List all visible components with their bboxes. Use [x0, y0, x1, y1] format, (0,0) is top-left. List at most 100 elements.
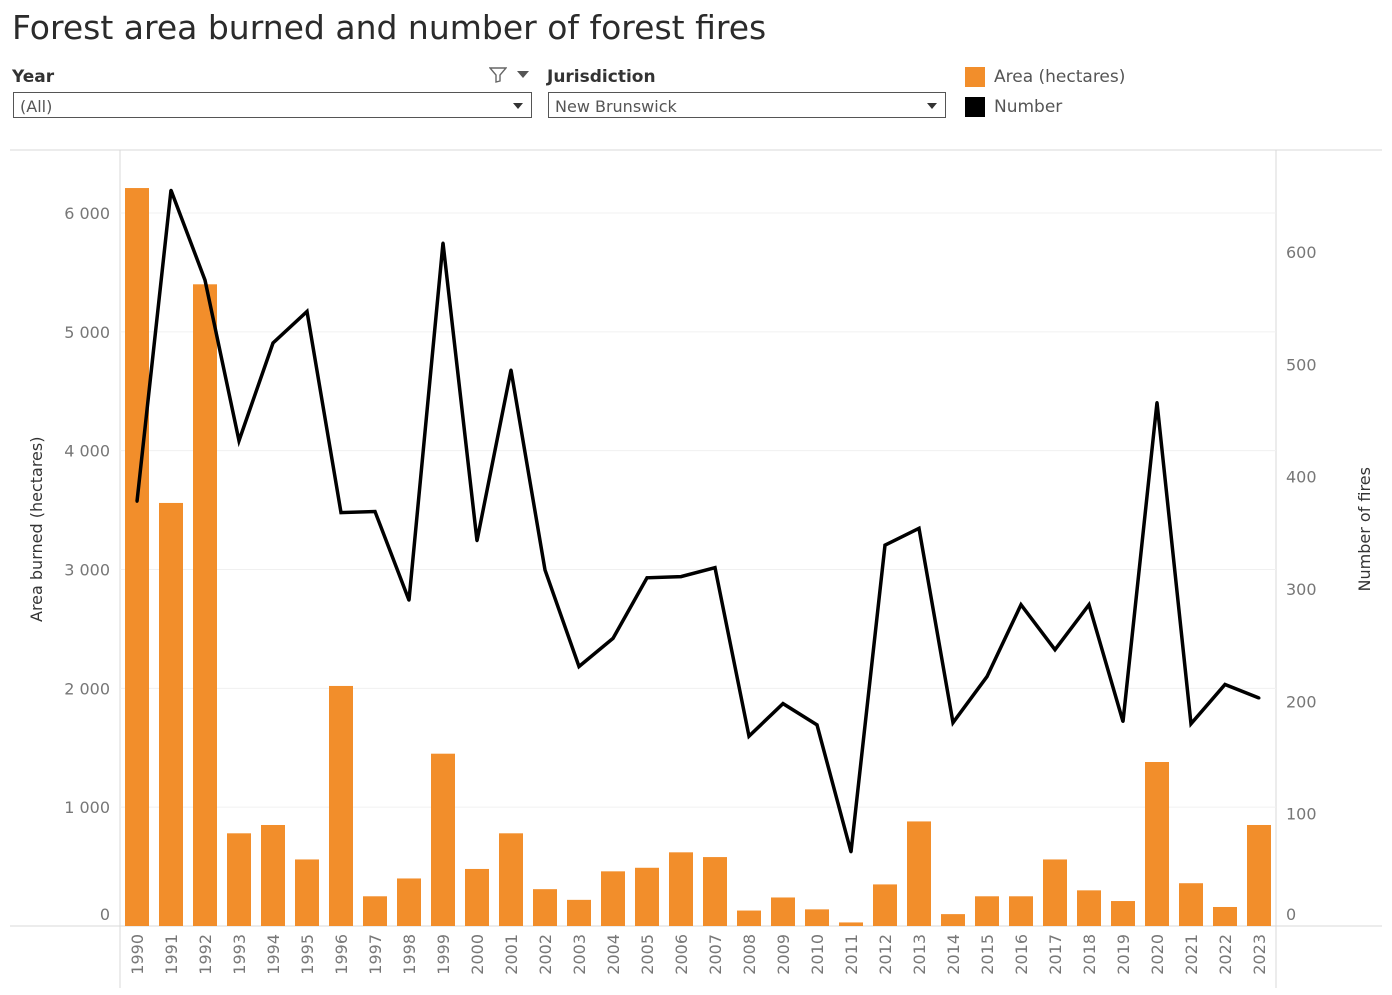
x-tick-label: 2011 — [842, 934, 861, 975]
x-tick-label: 2019 — [1114, 934, 1133, 975]
line-point-2006 — [679, 575, 683, 579]
x-tick-label: 1993 — [230, 934, 249, 975]
line-point-1997 — [373, 509, 377, 513]
x-tick-label: 2023 — [1250, 934, 1269, 975]
y-tick-label: 1 000 — [64, 798, 110, 817]
year-select-value: (All) — [20, 97, 53, 116]
y2-tick-label: 600 — [1286, 243, 1317, 262]
chevron-down-icon[interactable] — [517, 71, 529, 78]
legend-label-number: Number — [994, 97, 1063, 117]
line-point-2001 — [509, 368, 513, 372]
legend-item-area[interactable]: Area (hectares) — [965, 66, 1125, 88]
line-point-2019 — [1121, 720, 1125, 724]
x-tick-label: 1997 — [366, 934, 385, 975]
bar-2000 — [465, 868, 489, 926]
line-point-2004 — [611, 636, 615, 640]
page-title: Forest area burned and number of forest … — [12, 8, 767, 47]
bar-2021 — [1179, 883, 1203, 926]
bar-2014 — [941, 914, 965, 926]
x-tick-label: 1995 — [298, 934, 317, 975]
line-point-2020 — [1155, 401, 1159, 405]
bar-1991 — [159, 502, 183, 926]
line-point-2018 — [1087, 603, 1091, 607]
line-point-1992 — [203, 278, 207, 282]
x-tick-label: 2010 — [808, 934, 827, 975]
y2-tick-label: 500 — [1286, 355, 1317, 374]
bar-2018 — [1077, 890, 1101, 926]
bar-1990 — [125, 188, 149, 927]
x-tick-label: 1991 — [162, 934, 181, 975]
jurisdiction-select[interactable]: New Brunswick — [548, 92, 946, 118]
x-tick-label: 2004 — [604, 934, 623, 975]
x-tick-label: 2002 — [536, 934, 555, 975]
bar-1993 — [227, 833, 251, 926]
line-point-1990 — [135, 499, 139, 503]
bar-1992 — [193, 284, 217, 926]
y-tick-label: 5 000 — [64, 323, 110, 342]
bar-2019 — [1111, 901, 1135, 926]
bar-2005 — [635, 867, 659, 926]
y2-tick-label: 0 — [1286, 905, 1296, 924]
line-point-2013 — [917, 526, 921, 530]
line-point-2015 — [985, 675, 989, 679]
bar-1994 — [261, 824, 285, 926]
line-point-2002 — [543, 568, 547, 572]
y-axis-title: Area burned (hectares) — [27, 437, 46, 622]
legend-swatch-number — [965, 97, 985, 117]
line-point-2010 — [815, 723, 819, 727]
filter-icon[interactable] — [489, 67, 507, 83]
bar-2020 — [1145, 762, 1169, 926]
line-point-2000 — [475, 539, 479, 543]
x-tick-label: 2003 — [570, 934, 589, 975]
bar-2016 — [1009, 896, 1033, 926]
bar-2023 — [1247, 824, 1271, 926]
line-point-2021 — [1189, 722, 1193, 726]
bar-1995 — [295, 859, 319, 926]
line-point-2023 — [1257, 696, 1261, 700]
chevron-down-icon — [513, 103, 523, 109]
x-tick-label: 2015 — [978, 934, 997, 975]
bar-2015 — [975, 896, 999, 926]
x-tick-label: 2016 — [1012, 934, 1031, 975]
bar-2004 — [601, 871, 625, 926]
line-point-1994 — [271, 341, 275, 345]
line-number — [135, 189, 1260, 853]
x-tick-label: 2021 — [1182, 934, 1201, 975]
line-point-1993 — [237, 439, 241, 443]
line-point-2022 — [1223, 682, 1227, 686]
bar-2022 — [1213, 906, 1237, 926]
x-tick-label: 1992 — [196, 934, 215, 975]
bar-1998 — [397, 878, 421, 926]
year-select[interactable]: (All) — [13, 92, 532, 118]
line-point-2008 — [747, 734, 751, 738]
legend-item-number[interactable]: Number — [965, 96, 1062, 118]
combo-chart: 0 1 000 2 000 3 000 4 000 5 000 6 000 0 100 200 30… — [10, 149, 1382, 988]
bar-2013 — [907, 821, 931, 926]
x-tick-label: 1996 — [332, 934, 351, 975]
line-point-1991 — [169, 188, 173, 192]
bar-2012 — [873, 884, 897, 926]
y-tick-label: 0 — [100, 905, 110, 924]
bar-2017 — [1043, 859, 1067, 926]
x-tick-label: 2017 — [1046, 934, 1065, 975]
bar-2002 — [533, 889, 557, 926]
line-point-2012 — [883, 543, 887, 547]
bar-2009 — [771, 897, 795, 926]
x-tick-label: 2008 — [740, 934, 759, 975]
x-tick-label: 2022 — [1216, 934, 1235, 975]
x-tick-label: 1999 — [434, 934, 453, 975]
legend-label-area: Area (hectares) — [994, 67, 1126, 87]
bar-2006 — [669, 852, 693, 926]
line-point-2003 — [577, 665, 581, 669]
line-point-2017 — [1053, 648, 1057, 652]
legend-swatch-area — [965, 67, 985, 87]
x-tick-label: 1990 — [128, 934, 147, 975]
y-tick-label: 4 000 — [64, 442, 110, 461]
y-tick-label: 2 000 — [64, 679, 110, 698]
bar-2001 — [499, 833, 523, 926]
x-tick-label: 2012 — [876, 934, 895, 975]
year-filter-label: Year — [12, 67, 55, 87]
x-tick-label: 2005 — [638, 934, 657, 975]
x-tick-label: 2013 — [910, 934, 929, 975]
x-tick-label: 2014 — [944, 934, 963, 975]
